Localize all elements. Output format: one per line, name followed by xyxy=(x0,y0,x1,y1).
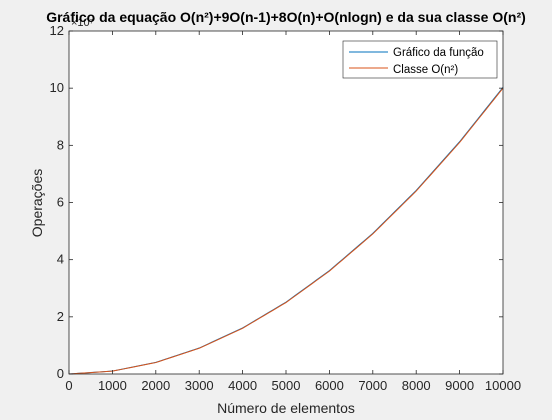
x-tick-label: 3000 xyxy=(185,378,214,393)
y-tick-label: 8 xyxy=(57,137,64,152)
chart-title: Gráfico da equação O(n²)+9O(n-1)+8O(n)+O… xyxy=(46,9,526,25)
x-tick-label: 5000 xyxy=(272,378,301,393)
plot-area xyxy=(69,31,503,374)
x-tick-label: 1000 xyxy=(98,378,127,393)
y-axis: 0 2 4 6 8 10 12 xyxy=(50,23,503,381)
x-tick-label: 7000 xyxy=(358,378,387,393)
x-axis-title: Número de elementos xyxy=(217,400,355,416)
series-layer xyxy=(68,87,504,375)
y-tick-label: 10 xyxy=(50,80,64,95)
x-axis: 0 1000 2000 3000 4000 5000 6000 7000 8000 9000 100… xyxy=(65,31,521,393)
x-tick-label: 10000 xyxy=(485,378,521,393)
x-tick-label: 4000 xyxy=(228,378,257,393)
y-tick-label: 6 xyxy=(57,195,64,210)
legend-label-funcao: Gráfico da função xyxy=(393,47,484,59)
x-tick-label: 8000 xyxy=(402,378,431,393)
legend-label-classe: Classe O(n²) xyxy=(393,64,458,76)
x-tick-label: 2000 xyxy=(141,378,170,393)
legend-box xyxy=(342,40,498,79)
y-exponent-label: ×10⁷ xyxy=(71,17,94,29)
y-tick-label: 2 xyxy=(57,309,64,324)
x-tick-label: 6000 xyxy=(315,378,344,393)
x-tick-label: 9000 xyxy=(445,378,474,393)
legend: Gráfico da função Classe O(n²) xyxy=(342,40,498,79)
x-tick-label: 0 xyxy=(65,378,72,393)
y-tick-label: 4 xyxy=(57,252,64,267)
y-tick-label: 0 xyxy=(57,366,64,381)
y-tick-label: 12 xyxy=(50,23,64,38)
y-axis-title: Operações xyxy=(29,169,45,237)
series-line-1 xyxy=(68,87,504,375)
